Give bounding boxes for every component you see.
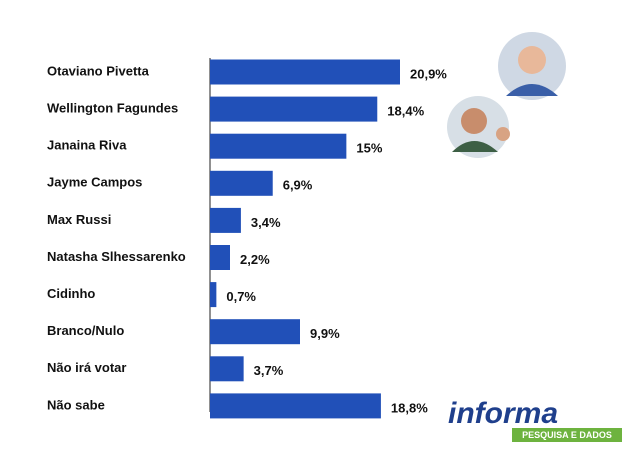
value-label: 9,9% <box>310 326 340 341</box>
bar <box>210 133 347 159</box>
value-label: 20,9% <box>410 66 447 81</box>
category-label: Não irá votar <box>47 360 126 375</box>
value-label: 18,8% <box>391 400 428 415</box>
category-label: Wellington Fagundes <box>47 101 178 116</box>
bar <box>210 96 378 122</box>
bar <box>210 59 400 85</box>
category-label: Natasha Slhessarenko <box>47 249 186 264</box>
bar <box>210 207 241 233</box>
photo-1 <box>498 32 566 100</box>
category-label: Janaina Riva <box>47 138 127 153</box>
bar <box>210 356 244 382</box>
value-label: 0,7% <box>226 289 256 304</box>
category-label: Cidinho <box>47 286 95 301</box>
value-label: 18,4% <box>387 104 424 119</box>
value-label: 3,7% <box>254 363 284 378</box>
category-label: Não sabe <box>47 397 105 412</box>
photo-2 <box>447 96 510 158</box>
value-label: 15% <box>356 141 382 156</box>
bar <box>210 393 381 419</box>
bar <box>210 319 300 345</box>
logo-name: informa <box>448 397 558 430</box>
value-label: 6,9% <box>283 178 313 193</box>
bar <box>210 282 217 308</box>
value-label: 2,2% <box>240 252 270 267</box>
category-label: Jayme Campos <box>47 175 142 190</box>
category-label: Otaviano Pivetta <box>47 63 150 78</box>
logo-tagline: PESQUISA E DADOS <box>522 430 612 440</box>
category-label: Branco/Nulo <box>47 323 124 338</box>
bar <box>210 170 273 196</box>
bar <box>210 245 230 270</box>
category-label: Max Russi <box>47 212 111 227</box>
value-label: 3,4% <box>251 215 281 230</box>
logo-band <box>512 428 622 442</box>
logo: informa PESQUISA E DADOS <box>448 397 622 442</box>
